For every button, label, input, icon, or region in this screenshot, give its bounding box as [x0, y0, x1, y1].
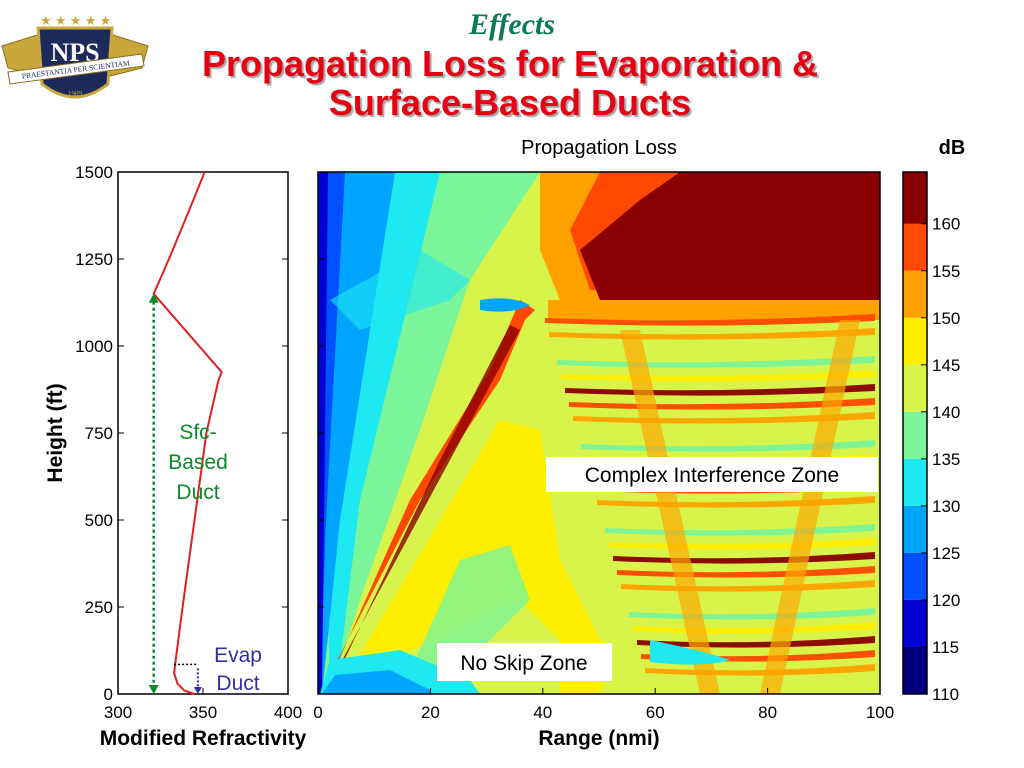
colorbar-tick-label: 145	[932, 356, 960, 375]
slide-title: Propagation Loss for Evaporation & Surfa…	[201, 43, 819, 123]
colorbar-tick-label: 115	[932, 638, 959, 657]
no-skip-zone-box	[437, 643, 612, 681]
main-x-tick-label: 80	[758, 703, 777, 722]
svg-text:★ ★ ★ ★ ★: ★ ★ ★ ★ ★	[40, 13, 111, 28]
left-y-tick-label: 500	[85, 511, 113, 530]
left-y-ticks: 0 250 500 750 1000 1250 1500	[75, 163, 288, 704]
colorbar-tick-label: 140	[932, 403, 960, 422]
logo-year: 1909	[68, 90, 83, 98]
left-y-tick-label: 750	[85, 424, 113, 443]
main-x-ticks: 0 20 40 60 80 100	[313, 688, 894, 722]
colorbar-tick-label: 155	[932, 262, 960, 281]
left-y-tick-label: 1500	[75, 163, 113, 182]
colorbar: 110 115 120 125 130 135 140 145 150 155 160 dB	[902, 137, 966, 704]
colorbar-frame	[902, 171, 928, 695]
left-x-tick-label: 300	[104, 703, 132, 722]
left-y-axis-label: Height (ft)	[44, 383, 67, 482]
evap-duct-arrow	[174, 663, 202, 694]
section-title: Effects	[468, 8, 556, 41]
heatmap-title: Propagation Loss	[521, 137, 677, 159]
left-x-axis-label: Modified Refractivity	[100, 727, 307, 750]
colorbar-tick-label: 125	[932, 544, 960, 563]
colorbar-cell	[903, 411, 927, 459]
heatmap-field	[318, 172, 880, 694]
evap-duct-arrow-head	[193, 687, 202, 694]
colorbar-tick-label: 110	[932, 685, 959, 704]
nps-logo: NPS ★ ★ ★ ★ ★ PRAESTANTIA PER SCIENTIAM …	[1, 13, 149, 99]
colorbar-ticks: 110 115 120 125 130 135 140 145 150 155 160	[921, 215, 960, 704]
left-x-tick-label: 400	[274, 703, 302, 722]
colorbar-cell	[903, 646, 927, 694]
colorbar-cell	[903, 317, 927, 365]
interference-band	[545, 314, 875, 326]
main-y-ticks	[318, 171, 324, 695]
colorbar-cell	[903, 552, 927, 600]
interference-beam-right	[760, 320, 860, 694]
left-x-tick-label: 350	[189, 703, 217, 722]
main-x-tick-label: 40	[533, 703, 552, 722]
left-y-tick-label: 250	[85, 598, 113, 617]
main-x-axis-label: Range (nmi)	[538, 727, 659, 750]
colorbar-tick-label: 150	[932, 309, 960, 328]
refractivity-plot: 0 250 500 750 1000 1250 1500 300 350 400 Sfc-Bas…	[44, 163, 307, 750]
colorbar-cell	[903, 458, 927, 506]
sfc-duct-arrow-head-up	[148, 293, 159, 303]
colorbar-cells	[903, 172, 927, 694]
main-x-tick-label: 60	[646, 703, 665, 722]
sfc-duct-arrow	[148, 293, 159, 694]
left-y-tick-label: 1000	[75, 337, 113, 356]
colorbar-cell	[903, 364, 927, 412]
interference-beam-left	[620, 330, 720, 694]
left-x-ticks: 300 350 400	[104, 688, 302, 722]
complex-zone-box	[546, 457, 878, 492]
colorbar-tick-label: 160	[932, 215, 960, 234]
colorbar-cell	[903, 270, 927, 318]
left-y-tick-label: 1250	[75, 250, 113, 269]
colorbar-tick-label: 120	[932, 591, 960, 610]
refractivity-profile-line	[152, 171, 223, 695]
colorbar-cell	[903, 599, 927, 647]
colorbar-tick-label: 130	[932, 497, 960, 516]
sfc-duct-arrow-head-down	[148, 685, 159, 694]
left-y-tick-label: 0	[104, 685, 113, 704]
main-x-tick-label: 20	[421, 703, 440, 722]
colorbar-cell	[903, 172, 927, 224]
main-x-tick-label: 100	[866, 703, 894, 722]
complex-zone-label: Complex Interference Zone	[585, 464, 839, 487]
sfc-duct-label: Sfc-Based Duct	[168, 421, 228, 504]
colorbar-cell	[903, 505, 927, 553]
main-x-tick-label: 0	[313, 703, 322, 722]
evap-duct-label: Evap Duct	[214, 644, 262, 695]
no-skip-zone-label: No Skip Zone	[460, 652, 587, 675]
colorbar-tick-label: 135	[932, 450, 960, 469]
propagation-loss-heatmap: 0 20 40 60 80 100 Propagation Loss Range (nmi…	[313, 137, 894, 750]
colorbar-cell	[903, 223, 927, 271]
colorbar-label: dB	[939, 137, 966, 159]
